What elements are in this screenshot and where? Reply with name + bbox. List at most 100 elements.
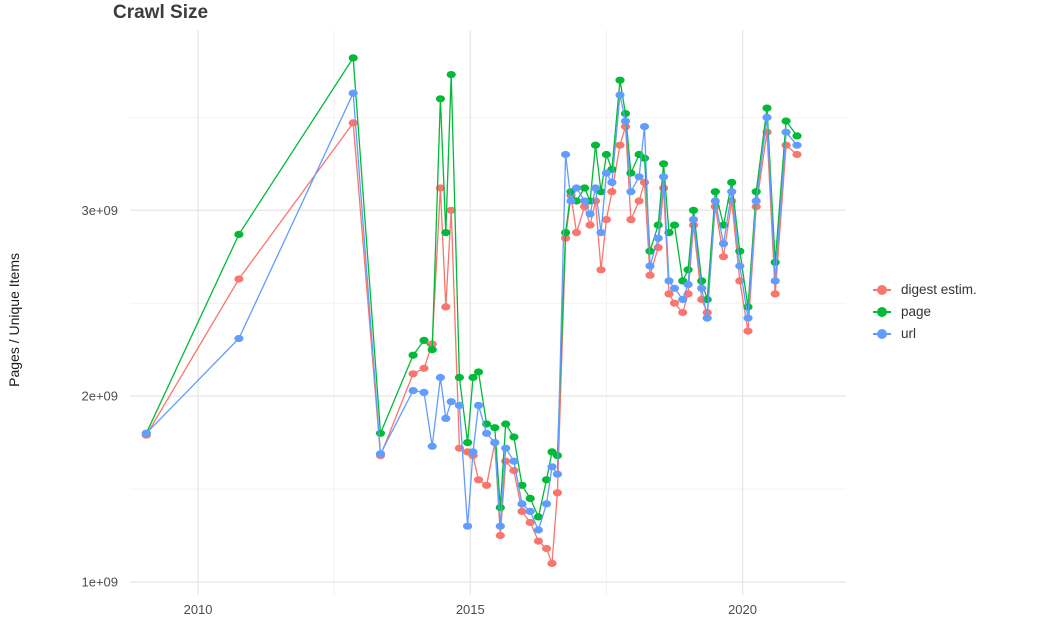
data-point-series-2	[634, 173, 644, 181]
legend-key-dot-icon	[872, 284, 892, 296]
data-point-series-0	[781, 141, 791, 149]
data-point-series-0	[446, 206, 456, 214]
data-point-series-1	[751, 188, 761, 196]
data-point-series-0	[348, 119, 358, 127]
data-point-series-2	[585, 210, 595, 218]
legend-item-digest-estim: digest estim.	[872, 282, 977, 297]
data-point-series-0	[718, 253, 729, 261]
data-point-series-2	[473, 401, 484, 409]
data-point-series-2	[710, 197, 720, 205]
data-point-series-2	[639, 123, 650, 131]
data-point-series-2	[234, 334, 244, 343]
data-point-series-1	[517, 481, 527, 489]
data-point-series-1	[375, 429, 386, 437]
y-tick-label: 1e+09	[81, 574, 118, 589]
data-point-series-2	[607, 178, 617, 186]
data-point-series-2	[501, 444, 511, 452]
data-point-series-0	[596, 266, 606, 274]
data-point-series-0	[547, 559, 557, 568]
data-point-series-2	[141, 429, 151, 437]
series-line-0	[145, 121, 798, 564]
data-point-series-2	[626, 188, 636, 196]
data-point-series-2	[669, 284, 680, 292]
data-point-series-2	[463, 522, 473, 530]
data-point-series-1	[490, 424, 500, 432]
legend-label: url	[901, 326, 917, 341]
data-point-series-1	[533, 513, 544, 521]
data-point-series-0	[473, 476, 484, 484]
data-point-series-1	[688, 206, 699, 214]
data-point-series-2	[683, 281, 693, 289]
data-point-series-1	[659, 160, 669, 168]
data-point-series-1	[727, 178, 737, 186]
data-point-series-0	[495, 531, 505, 540]
x-tick-label: 2010	[184, 602, 213, 617]
data-point-series-1	[697, 277, 707, 285]
data-point-series-2	[590, 184, 601, 192]
data-point-series-2	[580, 197, 590, 205]
data-point-series-0	[792, 150, 802, 159]
data-point-series-1	[770, 258, 780, 266]
data-point-series-1	[473, 368, 484, 376]
legend-item-url: url	[872, 326, 977, 341]
data-point-series-2	[490, 439, 500, 447]
data-point-series-2	[702, 314, 712, 322]
data-point-series-1	[615, 76, 625, 84]
data-point-series-0	[664, 290, 674, 298]
data-point-series-2	[659, 173, 669, 181]
data-point-series-2	[517, 500, 527, 508]
data-point-series-0	[634, 197, 644, 205]
data-point-series-2	[653, 234, 663, 242]
data-point-series-1	[669, 221, 680, 229]
data-point-series-1	[463, 439, 473, 447]
legend-label: digest estim.	[901, 282, 977, 297]
data-point-series-2	[454, 401, 464, 409]
legend-key-dot-icon	[872, 328, 892, 340]
data-point-series-2	[743, 314, 753, 322]
data-point-series-0	[645, 271, 655, 279]
data-point-series-1	[509, 433, 519, 441]
data-point-series-0	[669, 299, 680, 307]
data-point-series-0	[234, 275, 244, 283]
data-point-series-2	[525, 507, 535, 515]
data-point-series-0	[601, 216, 612, 224]
data-point-series-1	[601, 150, 612, 159]
data-point-series-2	[781, 128, 791, 136]
data-point-series-0	[678, 308, 688, 317]
data-point-series-0	[585, 221, 595, 229]
x-tick-label: 2020	[728, 602, 757, 617]
data-point-series-0	[615, 141, 625, 149]
data-point-series-1	[441, 229, 451, 237]
data-point-series-2	[664, 277, 674, 285]
data-point-series-1	[792, 132, 802, 140]
data-point-series-2	[751, 197, 761, 205]
data-point-series-1	[501, 420, 511, 428]
data-point-series-2	[735, 262, 745, 270]
legend-key-dot-icon	[872, 306, 892, 318]
data-point-series-0	[501, 457, 511, 465]
data-point-series-1	[639, 154, 650, 162]
data-point-series-2	[441, 414, 451, 422]
data-point-series-2	[509, 457, 519, 465]
data-point-series-1	[561, 229, 571, 237]
data-point-series-2	[482, 429, 492, 437]
data-point-series-0	[419, 364, 429, 372]
data-point-series-2	[566, 197, 576, 205]
legend: digest estim. page url	[872, 282, 977, 341]
data-point-series-0	[541, 544, 552, 553]
series-line-2	[145, 90, 798, 532]
data-point-series-1	[580, 184, 590, 192]
data-point-series-2	[419, 388, 429, 396]
data-point-series-1	[495, 504, 505, 512]
data-point-series-2	[427, 442, 437, 450]
data-point-series-1	[590, 141, 601, 149]
data-point-series-2	[533, 526, 544, 534]
data-point-series-2	[620, 117, 631, 125]
data-point-series-2	[552, 470, 563, 478]
data-point-series-0	[408, 370, 418, 378]
data-point-series-2	[541, 500, 552, 508]
data-point-series-2	[435, 373, 445, 382]
data-point-series-0	[525, 518, 535, 527]
data-point-series-2	[678, 295, 688, 304]
